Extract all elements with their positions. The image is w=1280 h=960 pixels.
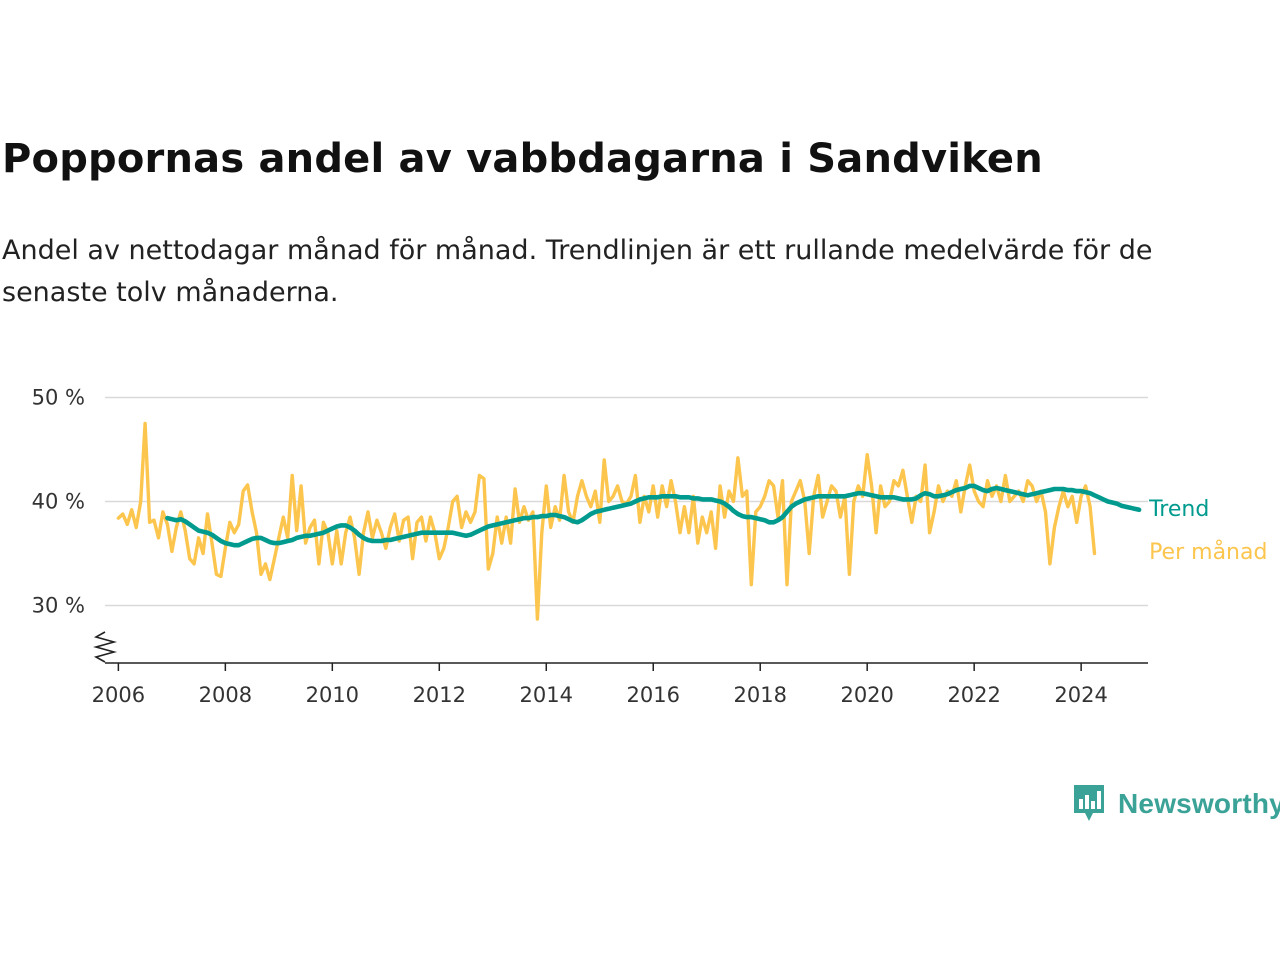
chart-title: Poppornas andel av vabbdagarna i Sandvik… [2,136,1043,182]
newsworthy-logo-icon [1074,785,1104,821]
y-tick-label-50: 50 % [32,386,85,410]
series-lines [116,421,1142,621]
y-tick-label-30: 30 % [32,594,85,618]
chart-subtitle: Andel av nettodagar månad för månad. Tre… [2,235,1153,308]
series-label-trend: Trend [1148,497,1209,522]
x-tick-label-2024: 2024 [1054,683,1107,707]
x-tick-label-2008: 2008 [199,683,252,707]
series-line-monthly [116,421,1097,621]
series-line-trend [165,483,1142,548]
x-tick-label-2014: 2014 [520,683,573,707]
brand-name: Newsworthy [1118,788,1280,819]
x-tick-label-2012: 2012 [413,683,466,707]
series-label-monthly: Per månad [1149,539,1267,565]
x-tick-label-2010: 2010 [306,683,359,707]
x-tick-label-2016: 2016 [627,683,680,707]
newsworthy-logo: Newsworthy [1072,783,1280,825]
x-axis: 2006 2008 2010 2012 2014 2016 2018 2020 2022 2024 [92,631,1148,707]
x-tick-label-2020: 2020 [840,683,893,707]
y-tick-label-40: 40 % [32,490,85,514]
axis-break-icon [93,631,117,663]
x-tick-label-2022: 2022 [947,683,1000,707]
x-tick-label-2006: 2006 [92,683,145,707]
x-tick-label-2018: 2018 [733,683,786,707]
y-axis-tick-labels: 30 % 40 % 50 % [32,386,85,618]
series-labels: Trend Per månad [1148,497,1267,565]
